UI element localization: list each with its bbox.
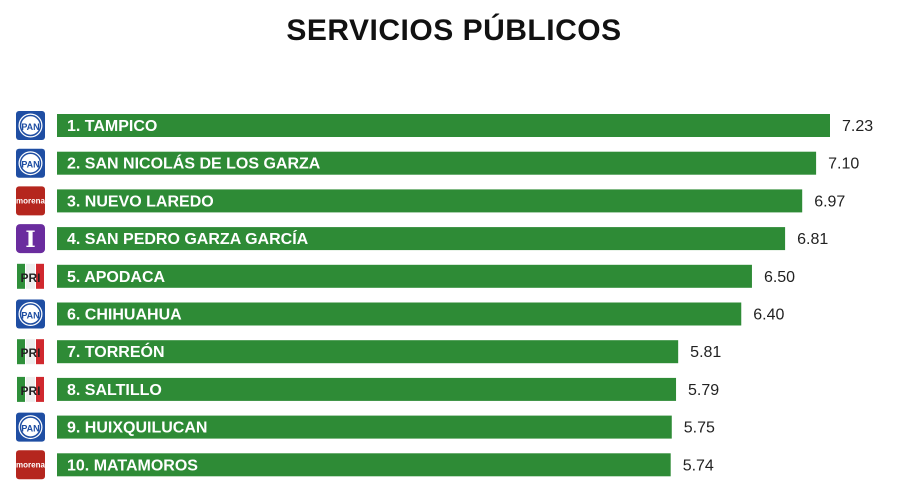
bar-label: 9. HUIXQUILUCAN [67,420,207,437]
value-label: 7.23 [842,118,873,135]
value-label: 5.79 [688,382,719,399]
svg-text:PRI: PRI [20,346,40,360]
svg-text:morena: morena [16,196,45,205]
bar-label: 5. APODACA [67,269,166,286]
value-label: 5.74 [683,457,714,474]
party-logo-pan-icon: PAN [16,412,45,442]
svg-text:PAN: PAN [21,160,39,170]
bar-label: 8. SALTILLO [67,382,162,399]
bar [57,302,742,326]
bar [57,189,803,213]
party-logo-pri-icon: PRI [16,337,45,367]
svg-text:PAN: PAN [21,311,39,321]
value-label: 6.81 [797,231,828,248]
party-logo-morena-icon: morena [16,450,45,480]
bar-label: 4. SAN PEDRO GARZA GARCÍA [67,229,309,248]
bar-label: 3. NUEVO LAREDO [67,193,214,210]
party-logo-i-icon: I [16,224,45,254]
party-logo-pan-icon: PAN [16,148,45,178]
svg-text:morena: morena [16,460,45,469]
bar [57,340,679,364]
bar [57,114,830,137]
svg-text:PRI: PRI [20,384,40,398]
value-label: 5.81 [690,344,721,361]
bar-label: 10. MATAMOROS [67,457,198,474]
party-logo-pan-icon: PAN [16,111,45,140]
bar-label: 7. TORREÓN [67,342,165,361]
party-logo-pri-icon: PRI [16,374,45,404]
bar [57,453,671,477]
value-label: 6.50 [764,269,795,286]
svg-text:PRI: PRI [20,271,40,285]
bar-label: 1. TAMPICO [67,118,157,135]
svg-text:PAN: PAN [21,122,39,132]
party-logo-morena-icon: morena [16,186,45,216]
value-label: 6.97 [814,193,845,210]
value-label: 7.10 [828,156,859,173]
svg-text:PAN: PAN [21,424,39,434]
svg-text:I: I [25,227,35,253]
bar [57,227,786,251]
party-logo-pan-icon: PAN [16,299,45,329]
bar [57,264,752,288]
bar [57,377,677,401]
bar [57,151,817,175]
value-label: 5.75 [684,420,715,437]
party-logo-pri-icon: PRI [16,261,45,291]
bar-label: 6. CHIHUAHUA [67,307,182,324]
chart-title: SERVICIOS PÚBLICOS [286,14,622,47]
bar-label: 2. SAN NICOLÁS DE LOS GARZA [67,154,321,173]
bar [57,415,672,439]
value-label: 6.40 [753,307,784,324]
